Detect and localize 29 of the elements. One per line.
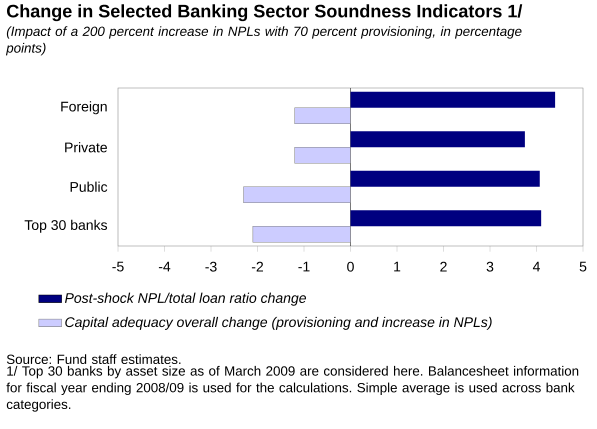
y-tick-label: Foreign — [61, 101, 107, 114]
x-tick-label: -5 — [112, 262, 124, 272]
x-tick-label: -4 — [158, 262, 170, 272]
bar — [243, 186, 351, 204]
legend-label: Capital adequacy overall change (provisioning and increase in NPLs) — [65, 316, 492, 330]
bar — [350, 131, 525, 148]
x-tick-label: 2 — [440, 262, 447, 272]
chart-title: Change in Selected Banking Sector Soundness Indicators 1/ — [7, 4, 522, 22]
bar — [350, 210, 542, 226]
text: 1/ Top 30 banks by asset size as of March 2009 are considered here. Balancesheet information for fiscal year ending 2008/09 is used for the calculations. Simple average is used across bank categories. — [6, 366, 578, 412]
y-tick-label: Private — [65, 142, 107, 152]
x-tick-label: 1 — [394, 262, 400, 272]
legend-label: Post-shock NPL/total loan ratio change — [64, 292, 306, 306]
bar — [252, 226, 351, 243]
bar — [294, 146, 351, 164]
x-tick-label: -3 — [205, 262, 217, 272]
x-tick-label: -1 — [298, 262, 310, 272]
chart-subtitle: (Impact of a 200 percent increase in NPLs with 70 percent provisioning, in percentage points) — [6, 26, 522, 56]
x-tick-label: 5 — [580, 262, 586, 272]
source-note: Source: Fund staff estimates. — [6, 354, 180, 364]
bar — [350, 170, 540, 187]
x-tick-label: -2 — [252, 262, 264, 272]
x-tick-label: 3 — [486, 262, 494, 272]
y-tick-label: Public — [70, 182, 108, 192]
x-tick-label: 4 — [532, 262, 540, 272]
x-tick-label: 0 — [347, 262, 354, 272]
y-tick-label: Top 30 banks — [24, 220, 108, 233]
bar — [350, 92, 556, 108]
bar — [294, 107, 351, 124]
